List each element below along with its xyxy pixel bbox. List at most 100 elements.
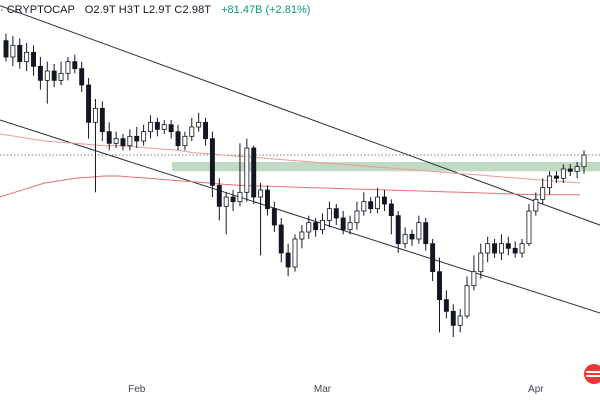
candle-body — [437, 271, 442, 301]
candle-body — [161, 124, 167, 130]
candle-body — [375, 196, 381, 210]
candle — [17, 38, 23, 69]
channel-lines — [0, 5, 600, 314]
candle-body — [285, 252, 291, 268]
candle-body — [416, 222, 422, 240]
candle — [505, 236, 511, 256]
candle — [86, 78, 92, 139]
candle — [168, 120, 174, 139]
candle — [216, 178, 222, 221]
candle-body — [409, 233, 415, 240]
candle — [450, 304, 456, 337]
candle-body — [519, 243, 525, 254]
candle-body — [134, 135, 140, 142]
candle-body — [58, 72, 64, 81]
candle-body — [581, 154, 587, 168]
candle — [285, 243, 291, 277]
moving-average-line-1 — [0, 133, 581, 184]
candle — [409, 229, 415, 246]
candle-body — [37, 65, 43, 81]
candle — [258, 183, 264, 256]
candle — [361, 192, 367, 216]
candle — [79, 61, 85, 92]
candle-body — [141, 131, 147, 142]
candle — [340, 211, 346, 235]
candle — [381, 190, 387, 211]
candle — [127, 129, 133, 151]
candle — [306, 215, 312, 239]
candle — [464, 276, 470, 319]
candle-body — [251, 147, 257, 198]
candle — [498, 234, 504, 260]
candle — [154, 117, 160, 137]
candle — [512, 241, 518, 258]
resistance-zone — [172, 162, 600, 172]
candle-body — [368, 201, 374, 210]
candle-body — [168, 124, 174, 133]
candle-body — [278, 224, 284, 254]
candle — [326, 201, 332, 228]
candle — [574, 162, 580, 179]
candle-body — [464, 285, 470, 317]
candle — [203, 117, 209, 146]
candle — [72, 54, 78, 74]
candles — [3, 33, 587, 337]
candle — [375, 187, 381, 214]
candle — [148, 115, 153, 139]
candle — [402, 227, 408, 249]
candle-body — [3, 40, 9, 58]
candle-body — [443, 299, 449, 312]
candle-body — [547, 175, 553, 189]
channel-line-1 — [0, 5, 600, 226]
candle — [244, 138, 250, 202]
candle — [175, 124, 181, 151]
moving-averages — [0, 133, 581, 198]
candle-body — [189, 126, 195, 137]
candle-body — [65, 61, 71, 74]
candle — [10, 36, 16, 67]
candle-body — [498, 243, 504, 254]
change-readout: +81.47B (+2.81%) — [221, 4, 311, 16]
candle — [347, 215, 353, 235]
candle-body — [92, 107, 98, 123]
candle — [526, 204, 532, 246]
candle-body — [554, 175, 559, 179]
candle — [313, 218, 319, 237]
candle-body — [333, 208, 339, 219]
candle-body — [182, 135, 188, 147]
candle-body — [24, 51, 30, 63]
candle — [99, 101, 105, 141]
candle-body — [320, 219, 325, 231]
candle — [388, 199, 394, 235]
candle — [368, 197, 374, 214]
candle-body — [203, 121, 209, 140]
candle-body — [106, 131, 112, 144]
candle — [189, 117, 195, 141]
zone-rect — [172, 162, 600, 172]
candle — [223, 192, 229, 235]
moving-average-line-2 — [0, 175, 580, 198]
candle-body — [423, 222, 429, 245]
candle — [134, 127, 140, 148]
candle-body — [10, 44, 16, 58]
candle — [271, 201, 277, 232]
candle-body — [567, 168, 573, 172]
candle-body — [505, 243, 511, 249]
candle-body — [533, 198, 539, 212]
candle-body — [347, 222, 353, 231]
candle-body — [265, 189, 270, 210]
red-wave-logo-icon[interactable] — [584, 364, 600, 384]
candle — [567, 164, 573, 176]
candle-body — [540, 187, 546, 200]
candle — [24, 43, 30, 71]
candle-body — [450, 310, 456, 326]
candle — [44, 61, 50, 104]
candle-body — [471, 271, 477, 287]
candle-body — [127, 135, 133, 147]
candle-body — [223, 196, 229, 207]
candle — [547, 171, 553, 195]
candle — [209, 131, 215, 197]
candle — [485, 236, 491, 263]
candle-body — [395, 215, 401, 245]
